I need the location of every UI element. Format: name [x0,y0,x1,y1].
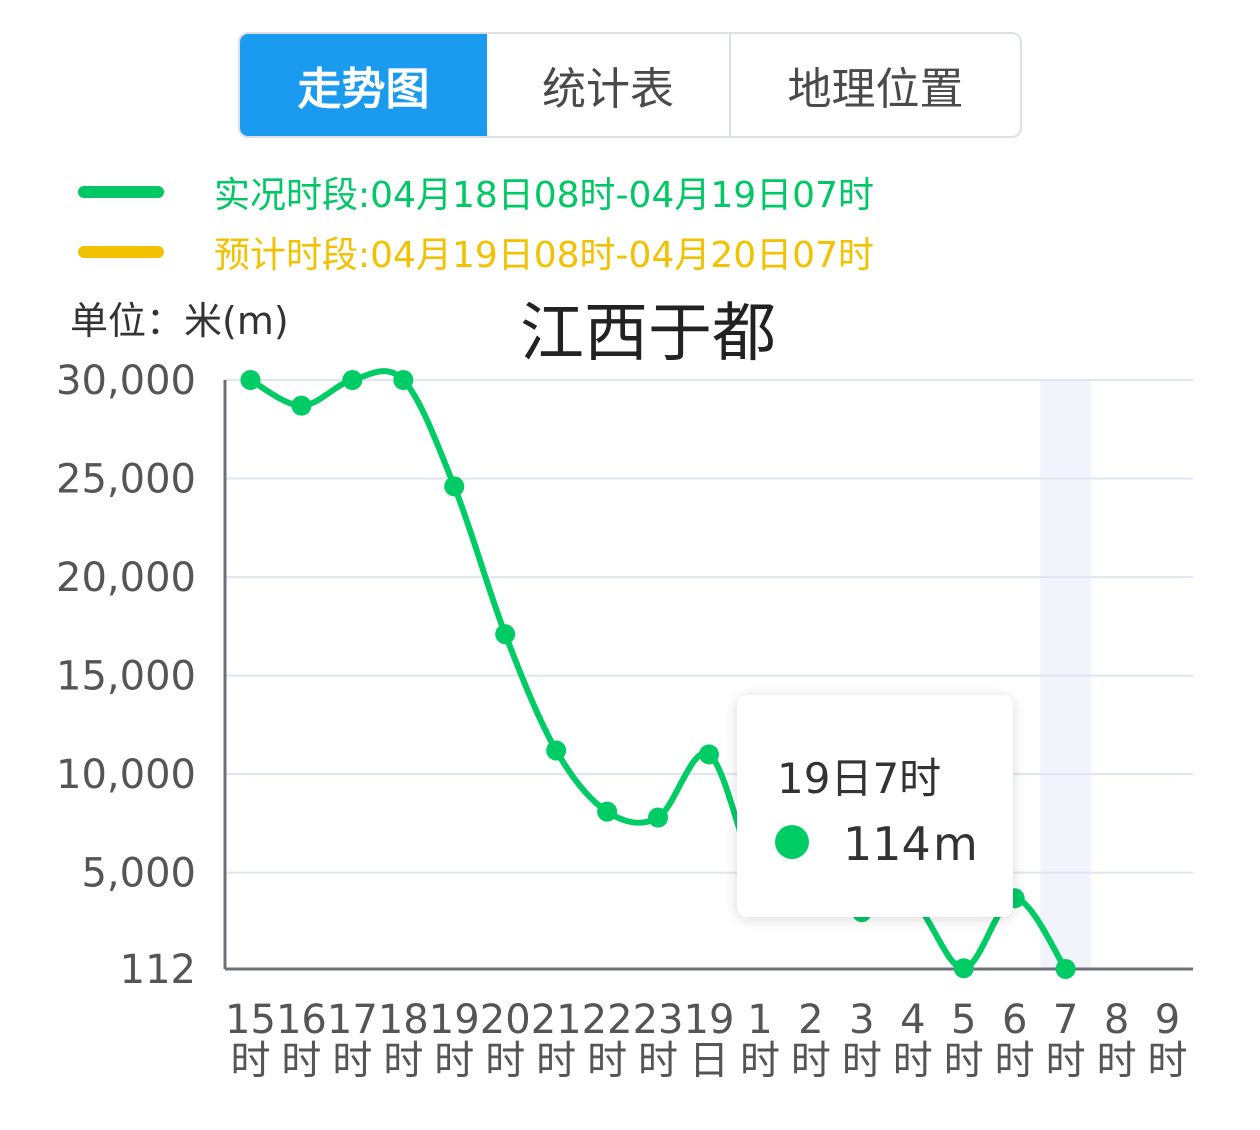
data-point [495,624,516,645]
data-point [240,370,261,390]
x-tick-label-unit: 时 [281,1038,321,1084]
x-tick-label: 5 [951,997,976,1043]
data-tooltip: 19日7时 114 m [737,695,1013,917]
view-tabs: 走势图 统计表 地理位置 [238,32,1022,138]
legend-forecast-label: 预计时段:04月19日08时-04月20日07时 [214,235,874,276]
legend-observed: 实况时段:04月18日08时-04月19日07时 [78,172,874,216]
chart-title: 江西于都 [520,297,776,371]
y-tick-label: 20,000 [56,555,196,601]
y-tick-label: 30,000 [56,358,196,404]
x-tick-label: 15 [225,997,276,1043]
tab-location[interactable]: 地理位置 [787,64,964,115]
legend-forecast-swatch [78,246,164,258]
data-point [953,958,974,979]
legend-observed-swatch [78,186,164,198]
data-point [393,370,414,390]
x-tick-label: 22 [582,997,633,1043]
x-tick-label-unit: 时 [536,1038,576,1084]
data-point [444,476,465,497]
tooltip-unit: m [933,817,978,871]
data-point [699,744,719,765]
x-tick-label: 19 [684,997,735,1043]
x-tick-label: 3 [849,997,874,1043]
legend-observed-label: 实况时段:04月18日08时-04月19日07时 [214,175,874,216]
data-point [546,740,567,761]
x-tick-label-unit: 时 [842,1038,882,1084]
x-tick-label-unit: 时 [740,1038,780,1084]
data-point [342,370,363,390]
x-tick-label-unit: 时 [383,1038,423,1084]
x-tick-label: 6 [1002,997,1027,1043]
x-tick-label-unit: 时 [587,1038,627,1084]
tooltip-value: 114 [843,817,931,871]
x-tick-label-unit: 时 [995,1038,1035,1084]
x-tick-label-unit: 时 [332,1038,372,1084]
x-tick-label: 8 [1104,997,1129,1043]
x-tick-label-unit: 时 [944,1038,984,1084]
unit-label: 单位：米(m) [70,299,289,343]
x-tick-label: 9 [1155,997,1180,1043]
tab-statistics[interactable]: 统计表 [487,34,731,136]
x-tick-label: 1 [747,997,772,1043]
y-tick-label: 112 [120,947,196,993]
x-tick-label-unit: 时 [1097,1038,1137,1084]
x-tick-label: 21 [531,997,582,1043]
x-tick-label-unit: 日 [689,1038,729,1084]
x-tick-label: 7 [1053,997,1078,1043]
x-tick-label: 23 [633,997,684,1043]
tab-trend[interactable]: 走势图 [240,34,487,136]
x-tick-label: 17 [327,997,378,1043]
x-tick-label: 2 [798,997,823,1043]
legend-forecast: 预计时段:04月19日08时-04月20日07时 [78,232,874,276]
hover-highlight-band [1040,380,1092,969]
data-point [648,807,669,828]
data-point [1055,958,1076,979]
y-tick-label: 25,000 [56,457,196,503]
x-tick-label-unit: 时 [893,1038,933,1084]
tooltip-series-dot [775,825,809,859]
x-tick-label-unit: 时 [485,1038,525,1084]
data-point [597,801,618,822]
x-tick-label-unit: 时 [230,1038,270,1084]
data-point [291,395,312,416]
y-tick-label: 15,000 [56,654,196,700]
x-tick-label-unit: 时 [434,1038,474,1084]
x-tick-label-unit: 时 [1046,1038,1086,1084]
x-tick-label-unit: 时 [638,1038,678,1084]
x-tick-label: 20 [480,997,531,1043]
x-tick-label-unit: 时 [791,1038,831,1084]
x-tick-label: 16 [276,997,327,1043]
x-tick-label-unit: 时 [1148,1038,1188,1084]
x-tick-label: 4 [900,997,925,1043]
y-tick-label: 10,000 [56,752,196,798]
y-tick-label: 5,000 [81,851,196,897]
tooltip-time: 19日7时 [777,754,942,803]
x-tick-label: 18 [378,997,429,1043]
x-tick-label: 19 [429,997,480,1043]
